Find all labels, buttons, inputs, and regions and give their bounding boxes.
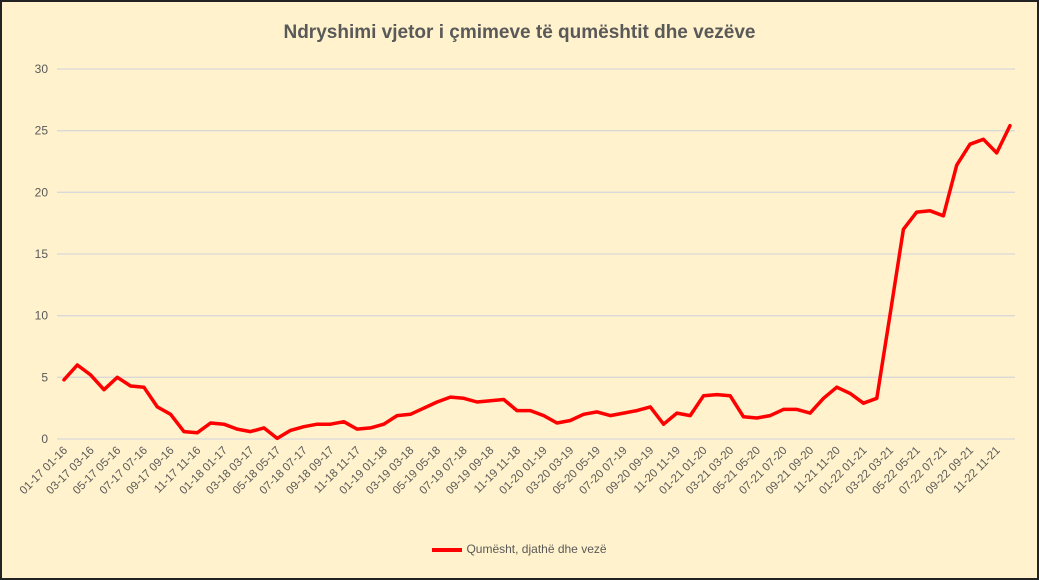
data-point — [342, 420, 346, 424]
series-line — [62, 123, 1012, 441]
data-point — [728, 394, 732, 398]
data-point — [315, 422, 319, 426]
data-point — [582, 412, 586, 416]
data-point — [981, 137, 985, 141]
data-point — [368, 426, 372, 430]
data-point — [462, 396, 466, 400]
data-point — [781, 407, 785, 411]
data-point — [488, 399, 492, 403]
data-point — [915, 210, 919, 214]
data-point — [249, 430, 253, 434]
data-point — [355, 427, 359, 431]
data-point — [662, 422, 666, 426]
data-point — [742, 415, 746, 419]
y-tick-label: 5 — [41, 370, 48, 384]
y-tick-label: 25 — [35, 124, 49, 138]
data-point — [195, 431, 199, 435]
data-point — [448, 395, 452, 399]
data-point — [542, 414, 546, 418]
data-point — [235, 427, 239, 431]
data-point — [75, 363, 79, 367]
y-tick-label: 10 — [35, 309, 49, 323]
data-point — [568, 419, 572, 422]
y-tick-label: 15 — [35, 247, 49, 261]
data-point — [768, 414, 772, 418]
data-point — [888, 312, 892, 316]
data-point — [901, 227, 905, 231]
data-point — [702, 394, 706, 398]
data-point — [755, 416, 759, 420]
chart-title: Ndryshimi vjetor i çmimeve të qumështit … — [283, 22, 756, 43]
data-point — [675, 411, 679, 415]
data-point — [89, 373, 93, 377]
data-point — [115, 375, 119, 379]
data-point — [289, 428, 293, 432]
legend: Qumësht, djathë dhe vezë — [2, 542, 1037, 556]
data-point — [62, 378, 66, 382]
data-point — [382, 422, 386, 426]
data-point — [222, 422, 226, 426]
data-point — [995, 151, 999, 155]
y-tick-label: 30 — [35, 62, 49, 76]
data-point — [209, 421, 213, 425]
data-point — [142, 385, 146, 389]
data-point — [262, 426, 266, 430]
data-point — [475, 400, 479, 404]
data-point — [595, 410, 599, 414]
data-point — [129, 384, 133, 388]
data-point — [795, 407, 799, 411]
data-point — [422, 406, 426, 410]
data-point — [408, 412, 412, 416]
legend-swatch — [432, 547, 463, 552]
data-point — [808, 411, 812, 415]
data-point — [528, 409, 532, 413]
data-point — [515, 409, 519, 413]
data-point — [502, 398, 506, 402]
data-point — [275, 436, 279, 440]
data-point — [648, 405, 652, 409]
data-point — [848, 391, 852, 395]
data-point — [622, 411, 626, 415]
data-point — [395, 414, 399, 418]
data-point — [821, 396, 825, 400]
data-point — [155, 405, 159, 409]
data-point — [635, 409, 639, 413]
data-point — [435, 400, 439, 404]
data-point — [861, 401, 865, 405]
data-point — [608, 414, 612, 418]
y-tick-label: 0 — [41, 432, 48, 446]
data-point — [928, 209, 932, 213]
data-point — [955, 163, 959, 167]
data-point — [102, 388, 106, 392]
data-point — [1008, 124, 1012, 128]
data-point — [968, 142, 972, 146]
data-point — [328, 422, 332, 426]
data-point — [941, 214, 945, 218]
legend-label: Qumësht, djathë dhe vezë — [466, 542, 607, 556]
data-point — [555, 421, 559, 425]
data-point — [875, 396, 879, 400]
y-tick-label: 20 — [35, 185, 49, 199]
data-point — [302, 425, 306, 429]
data-point — [715, 393, 719, 397]
data-point — [688, 414, 692, 418]
data-point — [835, 385, 839, 389]
data-point — [182, 430, 186, 434]
data-point — [169, 412, 173, 416]
